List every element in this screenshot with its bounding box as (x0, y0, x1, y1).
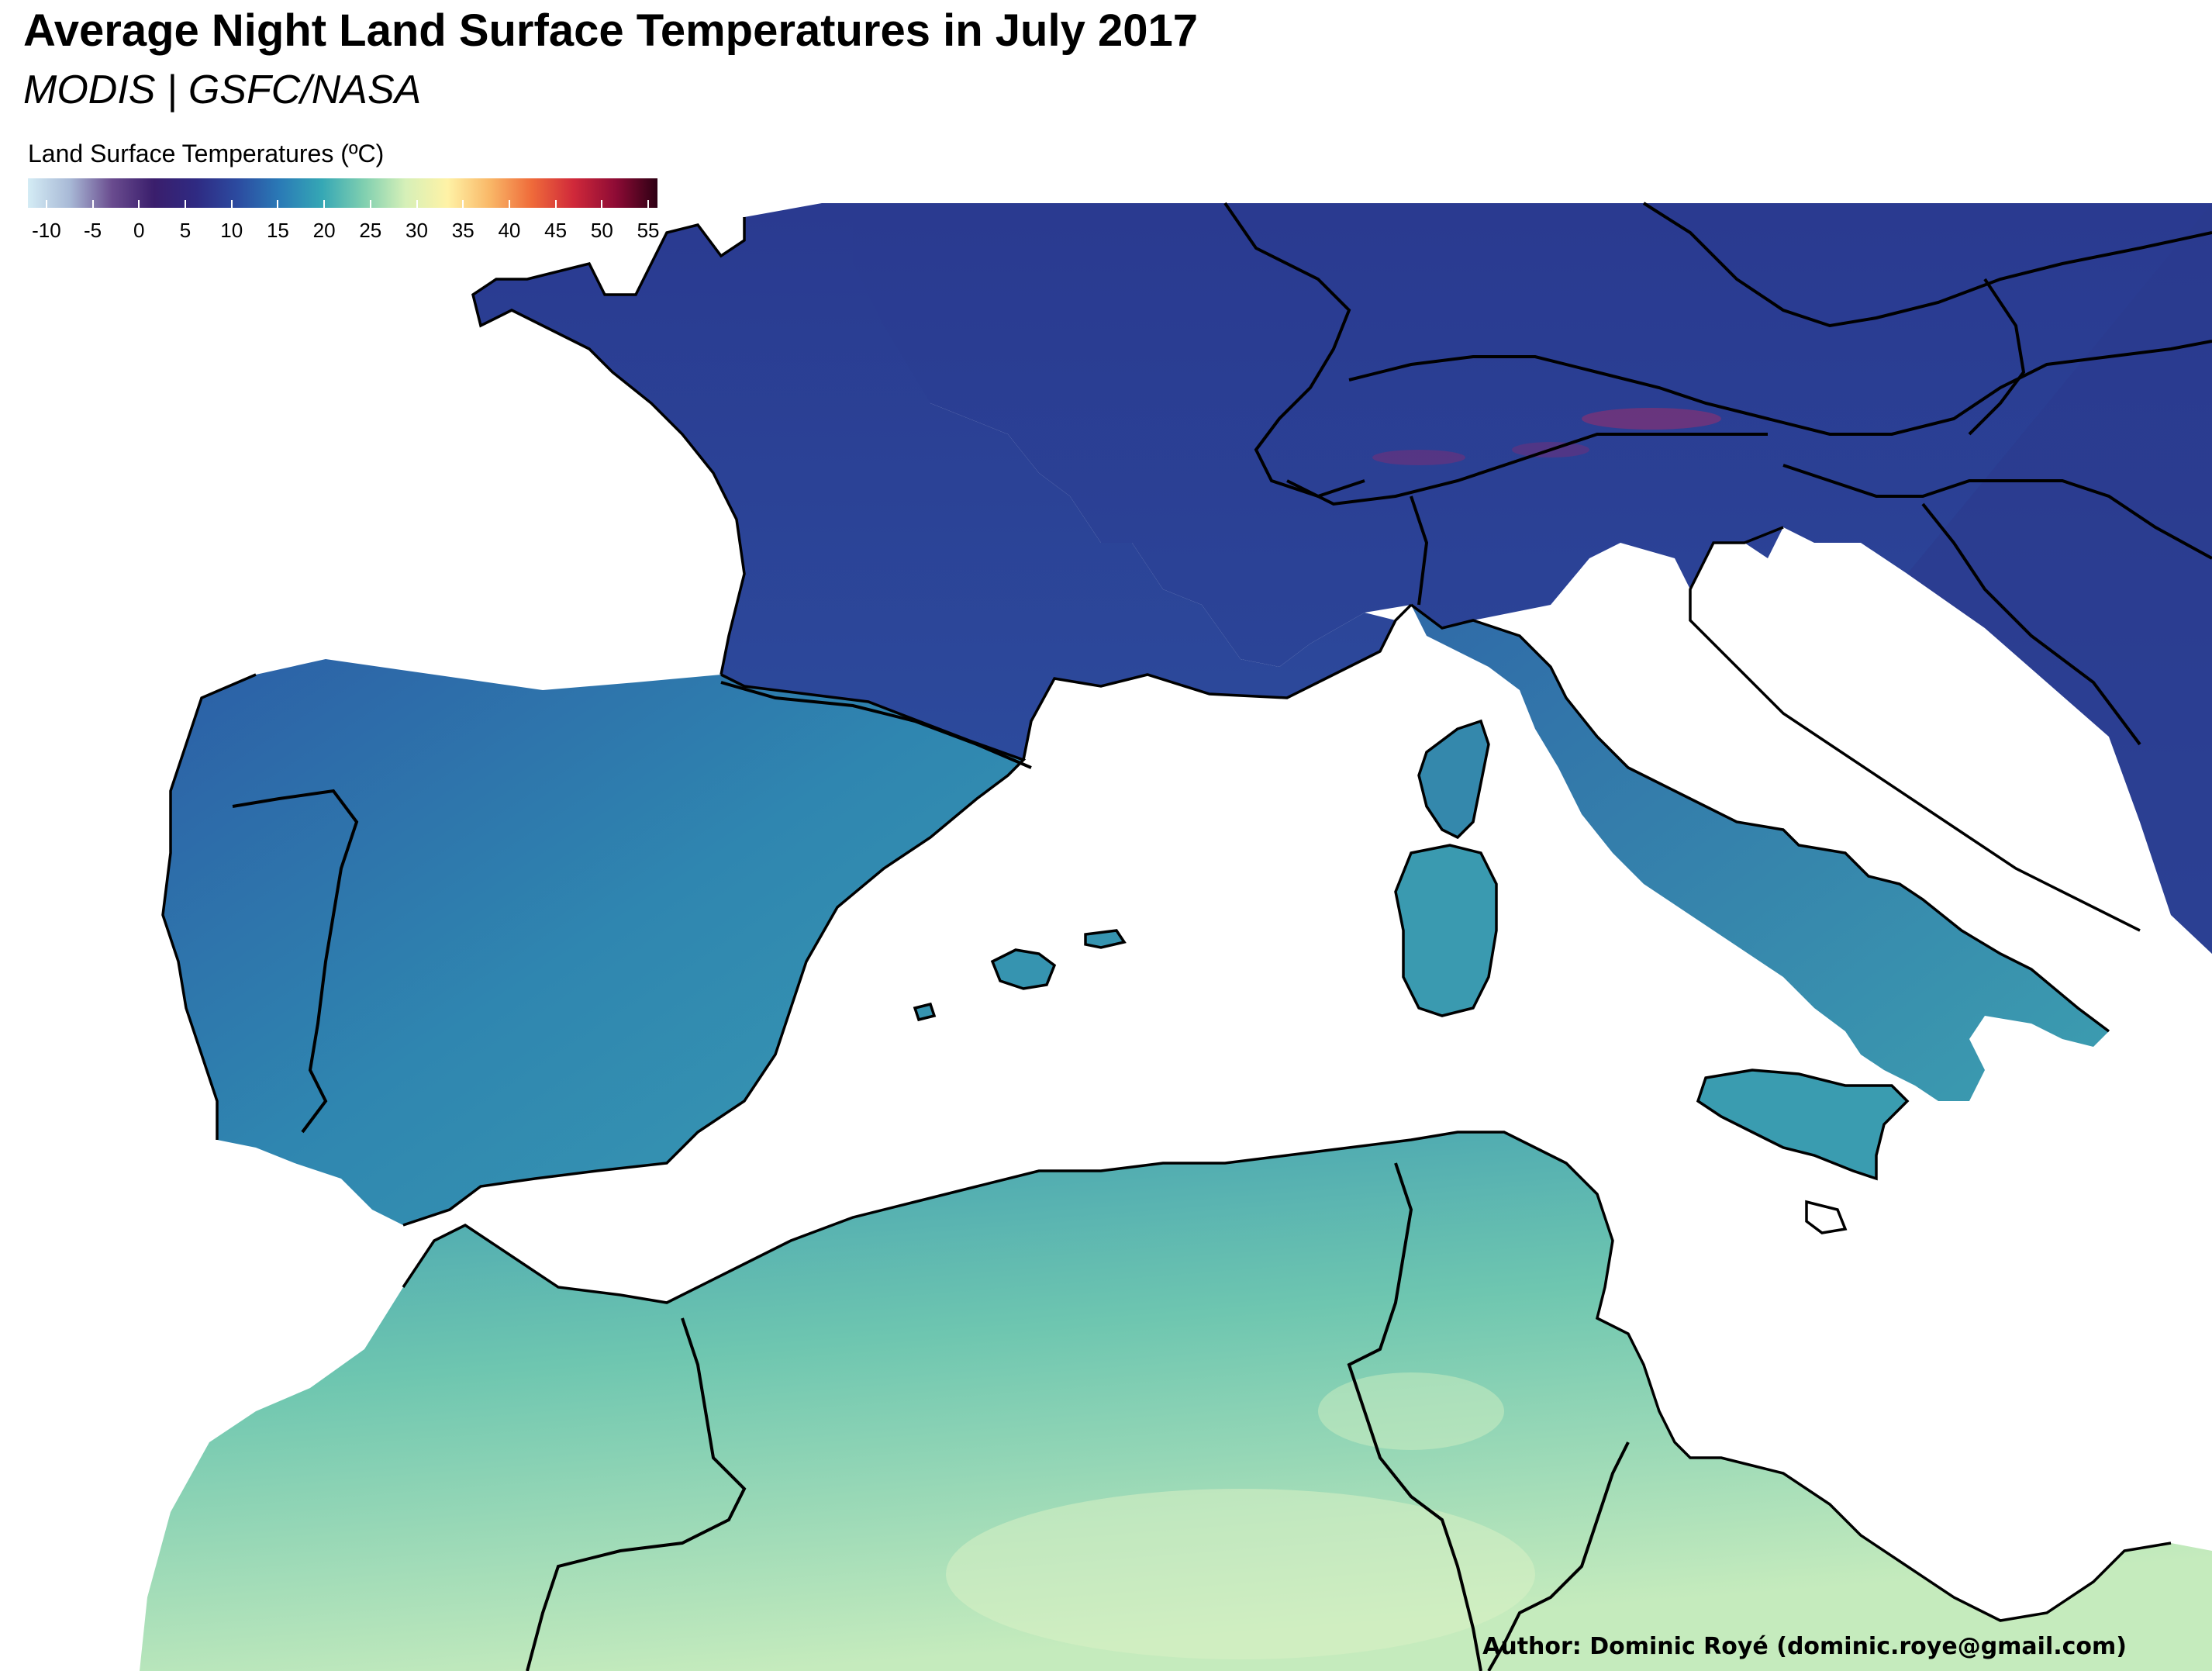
region-balkans (1907, 203, 2212, 954)
legend-tick-label: -10 (32, 219, 61, 242)
map-title: Average Night Land Surface Temperatures … (23, 5, 1198, 56)
legend-tick-mark (601, 200, 603, 208)
legend-tick-label: 25 (359, 219, 382, 242)
sahara-bright (946, 1489, 1535, 1659)
legend-tick-mark (91, 200, 94, 208)
legend-tick-label: 45 (544, 219, 568, 242)
country-borders (232, 202, 2212, 1671)
author-credit: Author: Dominic Royé (dominic.roye@gmail… (1482, 1633, 2127, 1660)
alps-hotspot-west (1372, 450, 1465, 465)
legend-ticks: -10 -5 0 5 10 15 20 25 30 35 40 45 50 55 (28, 200, 660, 254)
legend-tick-mark (369, 200, 371, 208)
legend-tick-mark (647, 200, 650, 208)
region-corsica (1419, 721, 1489, 837)
legend-tick-label: 20 (312, 219, 336, 242)
legend-tick-mark (230, 200, 233, 208)
region-iberia (163, 659, 1023, 1225)
legend-tick-mark (185, 200, 186, 208)
region-central-europe (822, 203, 2212, 954)
legend-tick-label: 35 (451, 219, 474, 242)
coastlines (161, 217, 2172, 1622)
legend-tick-label: 55 (637, 219, 660, 242)
legend-tick-mark (462, 200, 464, 208)
region-mallorca (992, 950, 1054, 989)
legend-tick-label: 40 (498, 219, 521, 242)
color-legend: Land Surface Temperatures (ºC) -10 -5 0 5 10… (28, 140, 664, 242)
legend-tick-mark (323, 200, 326, 208)
legend-tick-mark (277, 200, 279, 208)
legend-tick-mark (416, 200, 418, 208)
legend-tick-label: 10 (220, 219, 243, 242)
region-italy (1411, 605, 2109, 1101)
legend-color-bar (28, 178, 657, 208)
region-france (473, 203, 1396, 760)
legend-tick-mark (554, 200, 557, 208)
legend-tick-label: -5 (84, 219, 102, 242)
sahara-bright-east (1318, 1372, 1504, 1450)
region-north-africa (140, 1132, 2212, 1671)
legend-tick-label: 50 (590, 219, 613, 242)
legend-tick-mark (45, 200, 47, 208)
map-subtitle: MODIS | GSFC/NASA (23, 67, 422, 112)
region-sardinia (1396, 845, 1496, 1016)
legend-tick-mark (508, 200, 510, 208)
legend-tick-label: 0 (133, 219, 145, 242)
legend-tick-label: 15 (266, 219, 289, 242)
legend-tick-mark (138, 200, 140, 208)
legend-title: Land Surface Temperatures (ºC) (28, 140, 385, 167)
legend-tick-label: 30 (405, 219, 428, 242)
alps-hotspot (1582, 408, 1721, 430)
region-sicily (1698, 1070, 1907, 1179)
legend-tick-label: 5 (179, 219, 192, 242)
